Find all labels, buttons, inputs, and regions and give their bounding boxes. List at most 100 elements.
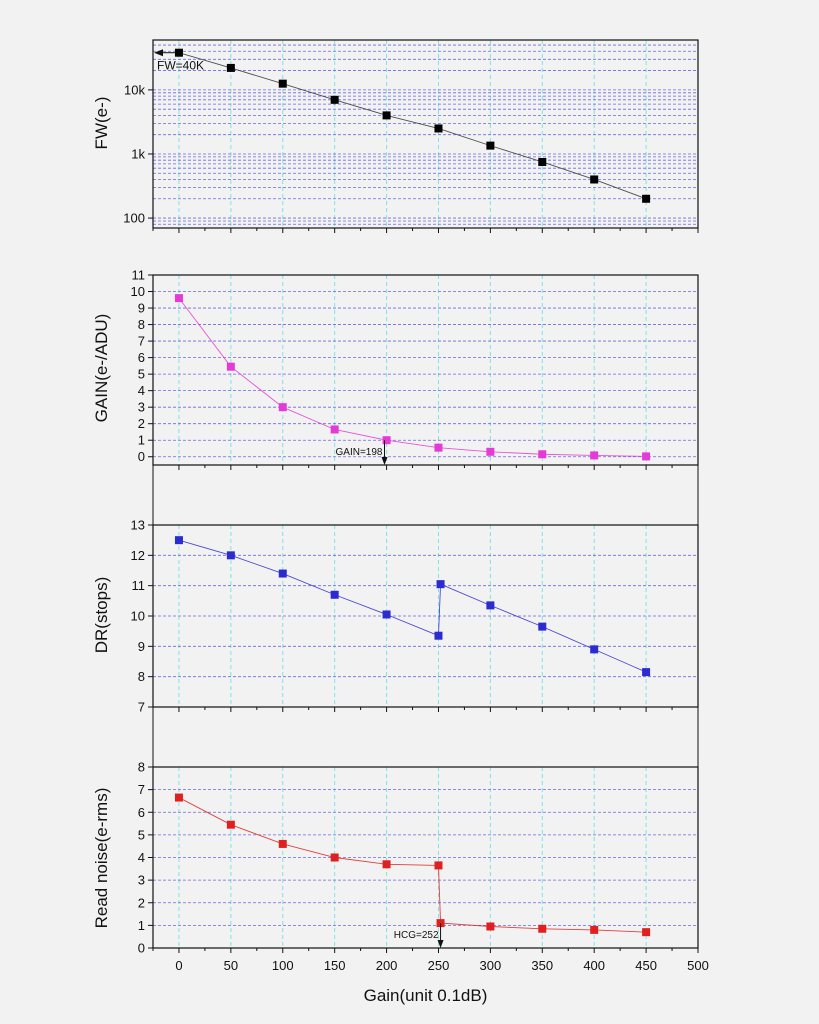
x-tick-label: 400 — [583, 958, 605, 973]
y-tick-label: 8 — [138, 317, 145, 332]
x-tick-label: 0 — [175, 958, 182, 973]
data-point — [278, 79, 287, 88]
data-point — [642, 452, 651, 461]
data-point — [382, 610, 391, 619]
panel-dr: 7 8 9 10 11 12 13 DR(stops) — [92, 518, 699, 715]
data-point — [486, 922, 495, 931]
y-tick-label: 2 — [138, 416, 145, 431]
data-point — [642, 668, 651, 677]
y-tick-label: 1k — [131, 146, 145, 161]
data-point — [642, 194, 651, 203]
x-tick-label: 50 — [224, 958, 238, 973]
y-tick-label: 12 — [131, 548, 145, 563]
data-point — [382, 111, 391, 120]
data-point — [226, 362, 235, 371]
data-point — [590, 645, 599, 654]
y-tick-label: 13 — [131, 518, 145, 533]
y-tick-label: 0 — [138, 449, 145, 464]
y-tick-label: 9 — [138, 639, 145, 654]
data-point — [330, 853, 339, 862]
x-tick-label: 200 — [376, 958, 398, 973]
y-tick-label: 3 — [138, 873, 145, 888]
series-line — [178, 52, 647, 200]
data-point — [642, 928, 651, 937]
y-tick-label: 1 — [138, 433, 145, 448]
data-point — [590, 175, 599, 184]
data-point — [434, 861, 443, 870]
y-tick-label: 6 — [138, 350, 145, 365]
y-tick-label: 7 — [138, 334, 145, 349]
annotation-arrowhead — [154, 49, 163, 57]
y-tick-label: 7 — [138, 700, 145, 715]
data-point — [330, 95, 339, 104]
y-tick-label: 4 — [138, 383, 145, 398]
y-tick-label: 8 — [138, 760, 145, 775]
data-point — [434, 631, 443, 640]
y-tick-label: 1 — [138, 918, 145, 933]
data-point — [278, 403, 287, 412]
series-line — [178, 539, 647, 673]
panel-noise: 0 1 2 3 4 5 6 7 8 Read noise(e-rms) HCG=252 — [92, 760, 699, 956]
y-tick-label: 4 — [138, 850, 145, 865]
x-tick-label: 350 — [531, 958, 553, 973]
data-point — [486, 141, 495, 150]
plot-frame — [152, 274, 699, 466]
data-point — [330, 425, 339, 434]
annotation-arrowhead — [437, 940, 444, 948]
y-tick-label: 9 — [138, 301, 145, 316]
y-axis-label: FW(e-) — [92, 97, 111, 150]
series-line — [178, 797, 647, 933]
data-point — [174, 536, 183, 545]
y-axis-label: GAIN(e-/ADU) — [92, 314, 111, 423]
y-tick-label: 5 — [138, 367, 145, 382]
y-tick-label: 3 — [138, 400, 145, 415]
y-tick-label: 10 — [131, 284, 145, 299]
x-axis-label: Gain(unit 0.1dB) — [364, 986, 488, 1005]
data-point — [590, 925, 599, 934]
data-point — [226, 820, 235, 829]
y-tick-label: 6 — [138, 805, 145, 820]
annotation-arrowhead — [381, 457, 388, 465]
data-point — [174, 793, 183, 802]
x-tick-label: 300 — [480, 958, 502, 973]
y-tick-label: 2 — [138, 895, 145, 910]
data-point — [486, 447, 495, 456]
data-point — [538, 622, 547, 631]
x-tick-label: 150 — [324, 958, 346, 973]
y-tick-label: 11 — [132, 268, 146, 283]
data-point — [174, 48, 183, 57]
y-tick-label: 10k — [124, 82, 145, 97]
y-tick-label: 10 — [131, 609, 145, 624]
y-axis-label: Read noise(e-rms) — [92, 788, 111, 929]
data-point — [278, 569, 287, 578]
data-point — [590, 451, 599, 460]
data-point — [226, 63, 235, 72]
data-point — [382, 860, 391, 869]
data-point — [538, 924, 547, 933]
data-point — [174, 294, 183, 303]
plot-frame — [152, 39, 699, 229]
data-point — [330, 590, 339, 599]
data-point — [434, 124, 443, 133]
y-tick-label: 0 — [138, 941, 145, 956]
x-tick-label: 450 — [635, 958, 657, 973]
x-tick-label: 100 — [272, 958, 294, 973]
data-point — [382, 436, 391, 445]
y-tick-label: 100 — [123, 211, 145, 226]
data-point — [436, 580, 445, 589]
data-point — [538, 450, 547, 459]
data-point — [434, 443, 443, 452]
annotation-label: HCG=252 — [394, 930, 439, 941]
y-tick-label: 8 — [138, 669, 145, 684]
y-tick-label: 5 — [138, 827, 145, 842]
data-point — [226, 551, 235, 560]
y-tick-label: 11 — [132, 578, 146, 593]
data-point — [278, 839, 287, 848]
x-tick-label: 500 — [687, 958, 709, 973]
annotation-label: GAIN=198 — [336, 447, 383, 458]
y-axis-label: DR(stops) — [92, 577, 111, 654]
series-line — [178, 297, 647, 457]
data-point — [538, 157, 547, 166]
